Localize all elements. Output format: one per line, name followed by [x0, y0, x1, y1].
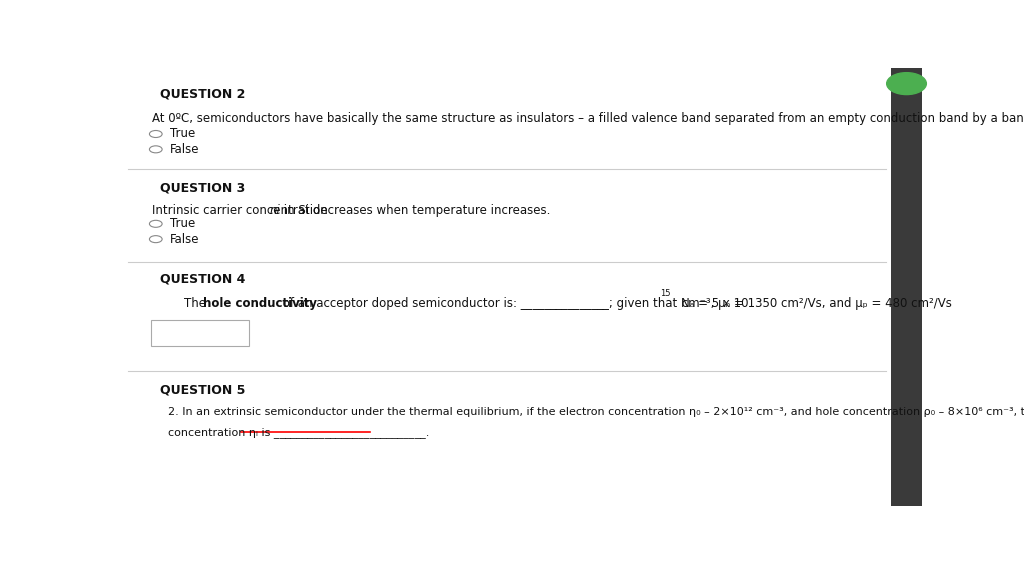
- Text: Intrinsic carrier concentration: Intrinsic carrier concentration: [152, 204, 332, 217]
- Text: False: False: [170, 233, 200, 246]
- Text: 15: 15: [660, 289, 671, 298]
- Text: True: True: [170, 127, 196, 141]
- Text: At 0ºC, semiconductors have basically the same structure as insulators – a fille: At 0ºC, semiconductors have basically th…: [152, 112, 1024, 125]
- Text: of an acceptor doped semiconductor is: _______________; given that Nₐ = 5 x 10: of an acceptor doped semiconductor is: _…: [279, 297, 749, 310]
- Text: The: The: [183, 297, 209, 310]
- Text: QUESTION 3: QUESTION 3: [160, 182, 245, 195]
- Text: in Si decreases when temperature increases.: in Si decreases when temperature increas…: [280, 204, 550, 217]
- Text: cm⁻³, μₙ = 1350 cm²/Vs, and μₚ = 480 cm²/Vs: cm⁻³, μₙ = 1350 cm²/Vs, and μₚ = 480 cm²…: [678, 297, 952, 310]
- Text: QUESTION 5: QUESTION 5: [160, 384, 245, 397]
- Text: QUESTION 4: QUESTION 4: [160, 273, 245, 286]
- Text: hole conductivity: hole conductivity: [203, 297, 316, 310]
- FancyBboxPatch shape: [892, 68, 922, 506]
- Text: concentration ηᵢ is ___________________________.: concentration ηᵢ is ____________________…: [168, 427, 429, 438]
- FancyBboxPatch shape: [151, 320, 250, 347]
- Text: QUESTION 2: QUESTION 2: [160, 88, 245, 101]
- Text: True: True: [170, 217, 196, 230]
- Text: 2. In an extrinsic semiconductor under the thermal equilibrium, if the electron : 2. In an extrinsic semiconductor under t…: [168, 406, 1024, 417]
- Text: False: False: [170, 143, 200, 156]
- Circle shape: [887, 73, 927, 94]
- Text: ni: ni: [269, 204, 280, 217]
